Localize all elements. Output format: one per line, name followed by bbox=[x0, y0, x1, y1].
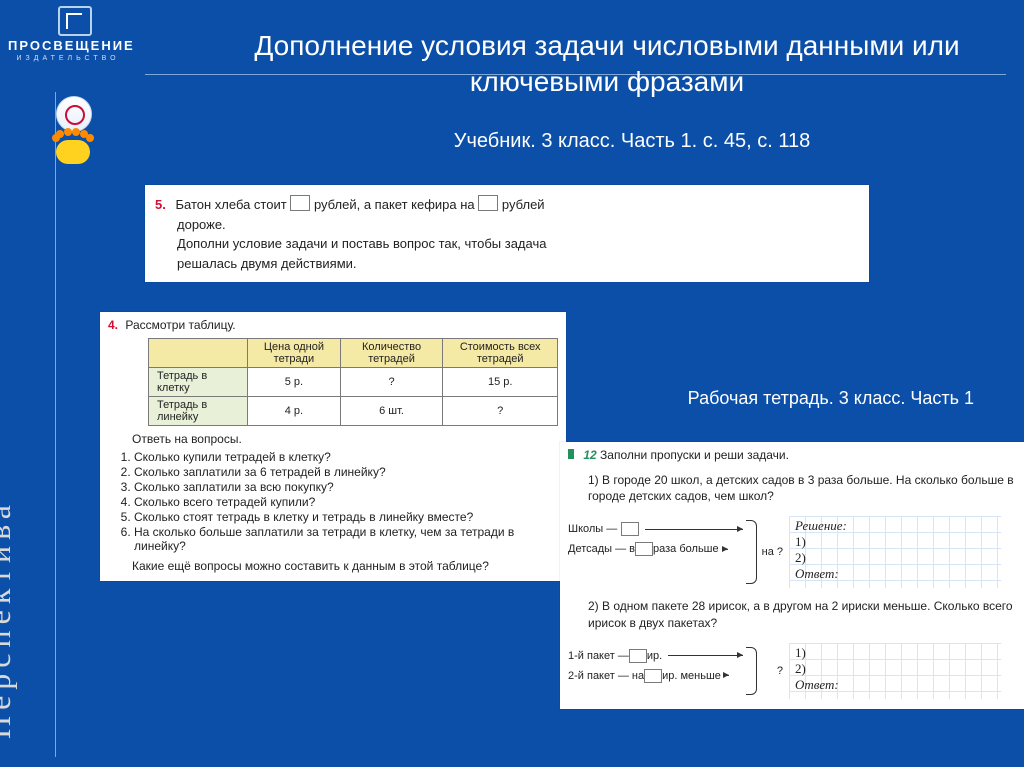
blank-box bbox=[635, 542, 653, 556]
exercise-5-panel: 5. Батон хлеба стоит рублей, а пакет кеф… bbox=[145, 185, 869, 282]
arrow-icon bbox=[668, 655, 743, 656]
logo-icon bbox=[58, 6, 92, 36]
list-item: Сколько стоят тетрадь в клетку и тетрадь… bbox=[134, 510, 558, 524]
brace-question: ? bbox=[777, 665, 783, 677]
publisher-logo: ПРОСВЕЩЕНИЕ ИЗДАТЕЛЬСТВО bbox=[8, 6, 128, 62]
blank-box bbox=[621, 522, 639, 536]
ex5-text: рублей, а пакет кефира на bbox=[314, 197, 478, 212]
task-2-schema: 1-й пакет — ир. 2-й пакет — на ир. меньш… bbox=[568, 643, 1018, 699]
schema-diagram: 1-й пакет — ир. 2-й пакет — на ир. меньш… bbox=[568, 643, 743, 699]
brace-icon bbox=[746, 520, 757, 584]
ex5-text: рублей bbox=[502, 197, 545, 212]
table-header bbox=[149, 339, 248, 368]
kinder-label: Детсады — в bbox=[568, 543, 635, 555]
arrow-icon bbox=[725, 549, 729, 550]
task-1-schema: Школы — Детсады — в раза больше на ? Реш… bbox=[568, 516, 1018, 588]
solution-line: 2) bbox=[795, 661, 995, 677]
blank-box bbox=[290, 195, 310, 211]
slide-subtitle: Учебник. 3 класс. Часть 1. с. 45, с. 118 bbox=[280, 130, 984, 153]
list-item: Сколько всего тетрадей купили? bbox=[134, 495, 558, 509]
logo-brand: ПРОСВЕЩЕНИЕ bbox=[8, 38, 128, 53]
ex4-title: Рассмотри таблицу. bbox=[125, 318, 235, 332]
exercise-12-panel: 12 Заполни пропуски и реши задачи. 1) В … bbox=[560, 442, 1024, 709]
blank-box bbox=[644, 669, 662, 683]
series-name: Перспектива bbox=[0, 499, 18, 739]
arrow-icon bbox=[645, 529, 743, 530]
ex5-text: решалась двумя действиями. bbox=[177, 255, 859, 273]
logo-subtitle: ИЗДАТЕЛЬСТВО bbox=[8, 55, 128, 62]
question-list: Сколько купили тетрадей в клетку? Скольк… bbox=[134, 450, 558, 553]
answer-prompt: Ответь на вопросы. bbox=[132, 432, 558, 446]
brace-question: на ? bbox=[762, 546, 783, 558]
green-marker-icon bbox=[568, 449, 574, 459]
solution-grid: Решение: 1) 2) Ответ: bbox=[789, 516, 1001, 588]
exercise-number: 5. bbox=[155, 197, 166, 212]
exercise-number: 12 bbox=[583, 448, 596, 462]
list-item: На сколько больше заплатили за тетради в… bbox=[134, 525, 558, 553]
packet1-label: ир. bbox=[647, 650, 662, 662]
table-header: Цена одной тетради bbox=[248, 339, 341, 368]
task-1-text: 1) В городе 20 школ, а детских садов в 3… bbox=[588, 472, 1018, 504]
solution-header: Решение: bbox=[795, 518, 995, 534]
workbook-caption: Рабочая тетрадь. 3 класс. Часть 1 bbox=[688, 388, 974, 409]
solution-line: 2) bbox=[795, 550, 995, 566]
ex5-text: Дополни условие задачи и поставь вопрос … bbox=[177, 235, 859, 253]
ex5-text: дороже. bbox=[177, 216, 859, 234]
task-2-text: 2) В одном пакете 28 ирисок, а в другом … bbox=[588, 598, 1018, 630]
solution-grid: 1) 2) Ответ: bbox=[789, 643, 1001, 699]
packet2-label: ир. меньше bbox=[662, 670, 721, 682]
solution-line: 1) bbox=[795, 645, 995, 661]
slide-title: Дополнение условия задачи числовыми данн… bbox=[230, 28, 984, 101]
answer-label: Ответ: bbox=[795, 566, 995, 582]
table-header: Стоимость всех тетрадей bbox=[443, 339, 558, 368]
list-item: Сколько купили тетрадей в клетку? bbox=[134, 450, 558, 464]
answer-label: Ответ: bbox=[795, 677, 995, 693]
packet1-label: 1-й пакет — bbox=[568, 650, 629, 662]
table-header: Количество тетрадей bbox=[340, 339, 443, 368]
series-badge-sun-icon bbox=[56, 140, 90, 164]
extra-question: Какие ещё вопросы можно составить к данн… bbox=[132, 559, 558, 573]
left-divider bbox=[55, 92, 56, 757]
series-badge-target-icon bbox=[56, 96, 92, 132]
brace-icon bbox=[746, 647, 757, 695]
list-item: Сколько заплатили за всю покупку? bbox=[134, 480, 558, 494]
schools-label: Школы — bbox=[568, 523, 617, 535]
exercise-number: 4. bbox=[108, 318, 118, 332]
schema-diagram: Школы — Детсады — в раза больше на ? bbox=[568, 516, 743, 588]
blank-box bbox=[478, 195, 498, 211]
list-item: Сколько заплатили за 6 тетрадей в линейк… bbox=[134, 465, 558, 479]
blank-box bbox=[629, 649, 647, 663]
solution-line: 1) bbox=[795, 534, 995, 550]
ex12-title: Заполни пропуски и реши задачи. bbox=[600, 448, 789, 462]
table-row: Тетрадь в линейку 4 р. 6 шт. ? bbox=[149, 397, 558, 426]
ex5-text: Батон хлеба стоит bbox=[175, 197, 290, 212]
packet2-label: 2-й пакет — на bbox=[568, 670, 644, 682]
arrow-icon bbox=[727, 675, 729, 676]
table-row: Тетрадь в клетку 5 р. ? 15 р. bbox=[149, 368, 558, 397]
kinder-label: раза больше bbox=[653, 543, 719, 555]
price-table: Цена одной тетради Количество тетрадей С… bbox=[148, 338, 558, 426]
exercise-4-panel: 4. Рассмотри таблицу. Цена одной тетради… bbox=[100, 312, 566, 581]
